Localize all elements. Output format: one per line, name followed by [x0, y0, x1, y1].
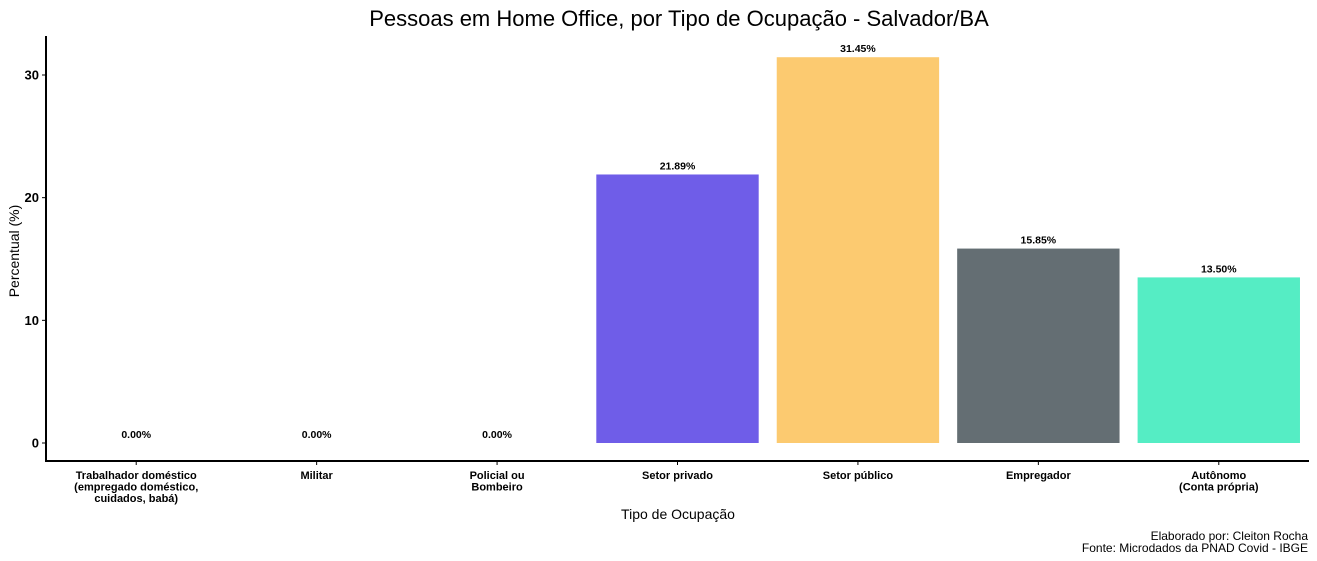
- data-label: 0.00%: [482, 429, 512, 441]
- y-tick-label: 30: [25, 68, 39, 83]
- bar: [596, 174, 759, 443]
- y-tick-label: 10: [25, 313, 39, 328]
- x-tick-label: Trabalhador doméstico (empregado doméstic…: [74, 470, 198, 505]
- data-label: 13.50%: [1201, 263, 1237, 275]
- data-label: 15.85%: [1021, 235, 1057, 247]
- caption-author: Elaborado por: Cleiton Rocha: [1151, 529, 1309, 543]
- caption-source: Fonte: Microdados da PNAD Covid - IBGE: [1082, 541, 1308, 555]
- data-label: 31.45%: [840, 43, 876, 55]
- bar: [957, 248, 1120, 443]
- x-axis-title: Tipo de Ocupação: [621, 506, 735, 522]
- y-tick-label: 0: [32, 436, 39, 451]
- x-tick-label: Autônomo (Conta própria): [1179, 470, 1259, 494]
- y-axis-title: Percentual (%): [6, 205, 22, 298]
- x-tick-label: Policial ou Bombeiro: [470, 470, 525, 494]
- data-label: 0.00%: [302, 429, 332, 441]
- y-tick-label: 20: [25, 190, 39, 205]
- x-tick-label: Militar: [300, 470, 333, 482]
- bar: [1137, 277, 1300, 443]
- bar: [776, 57, 940, 444]
- chart-title: Pessoas em Home Office, por Tipo de Ocup…: [369, 6, 989, 31]
- data-label: 21.89%: [660, 160, 696, 172]
- data-label: 0.00%: [121, 429, 151, 441]
- x-tick-label: Setor público: [823, 470, 894, 482]
- x-tick-label: Setor privado: [642, 470, 713, 482]
- x-tick-label: Empregador: [1006, 470, 1072, 482]
